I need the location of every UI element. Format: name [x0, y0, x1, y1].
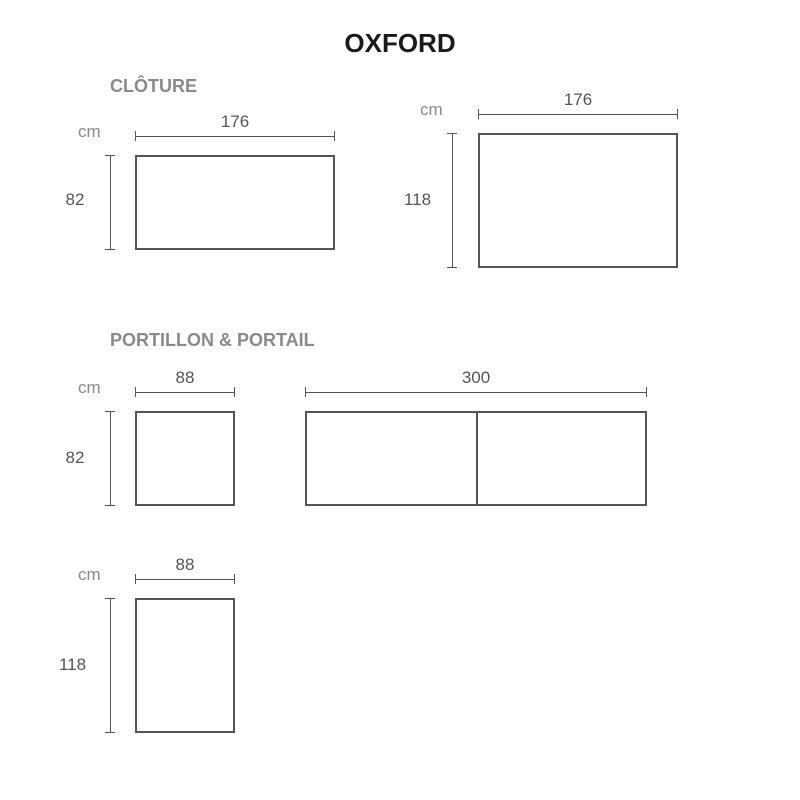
dim-width-88: 88 [135, 555, 235, 575]
dim-tick [105, 411, 115, 412]
dim-tick [677, 109, 678, 119]
panel-cloture-b [478, 133, 678, 268]
dimline [452, 133, 453, 268]
dim-tick [478, 109, 479, 119]
dim-tick [447, 133, 457, 134]
unit-label: cm [78, 378, 101, 398]
panel-cloture-a [135, 155, 335, 250]
dimline [305, 392, 647, 393]
dimline [478, 114, 678, 115]
dim-tick [105, 249, 115, 250]
dimline [135, 579, 235, 580]
dim-tick [334, 131, 335, 141]
dim-width-176: 176 [135, 112, 335, 132]
dim-tick [135, 131, 136, 141]
unit-label: cm [420, 100, 443, 120]
dim-width-300: 300 [305, 368, 647, 388]
dimline [110, 598, 111, 733]
dim-height-82: 82 [55, 190, 95, 210]
dim-tick [105, 155, 115, 156]
dim-width-176: 176 [478, 90, 678, 110]
dim-tick [105, 505, 115, 506]
dim-height-118: 118 [395, 190, 440, 210]
dim-tick [234, 574, 235, 584]
dim-tick [105, 732, 115, 733]
section-portillon-label: PORTILLON & PORTAIL [110, 330, 315, 351]
dim-tick [234, 387, 235, 397]
panel-portillon-b [135, 598, 235, 733]
dim-tick [305, 387, 306, 397]
dim-width-88: 88 [135, 368, 235, 388]
page-title: OXFORD [0, 28, 800, 59]
dim-tick [646, 387, 647, 397]
dim-tick [135, 387, 136, 397]
dim-height-118: 118 [50, 655, 95, 675]
dim-height-82: 82 [55, 448, 95, 468]
dimline [135, 392, 235, 393]
portail-split [476, 411, 478, 506]
section-cloture-label: CLÔTURE [110, 76, 197, 97]
unit-label: cm [78, 122, 101, 142]
dim-tick [105, 598, 115, 599]
panel-portillon-a [135, 411, 235, 506]
dim-tick [135, 574, 136, 584]
dim-tick [447, 267, 457, 268]
dimline [135, 136, 335, 137]
unit-label: cm [78, 565, 101, 585]
dimline [110, 155, 111, 250]
dimline [110, 411, 111, 506]
